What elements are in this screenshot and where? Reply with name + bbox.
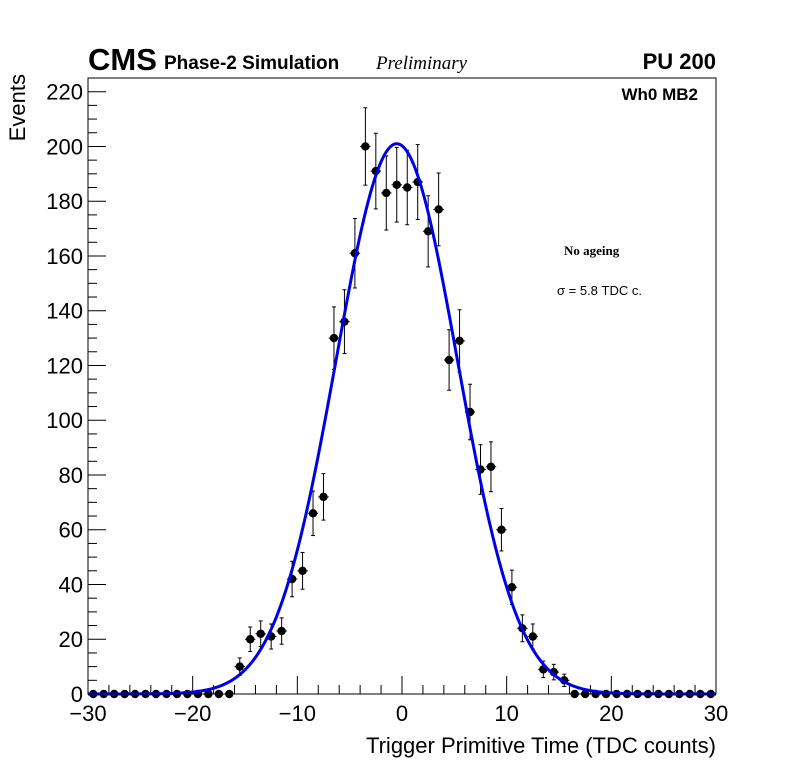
data-point bbox=[256, 629, 265, 638]
sigma-label: σ = 5.8 TDC c. bbox=[557, 283, 642, 298]
data-point bbox=[277, 626, 286, 636]
preliminary-label: Preliminary bbox=[375, 53, 468, 74]
data-point bbox=[486, 462, 496, 471]
data-point bbox=[246, 635, 255, 644]
y-tick-label: 220 bbox=[46, 80, 83, 105]
x-tick-label: −30 bbox=[69, 701, 106, 726]
x-tick-label: 10 bbox=[494, 701, 518, 726]
data-point bbox=[528, 632, 538, 641]
y-tick-label: 140 bbox=[46, 299, 83, 324]
pileup-label: PU 200 bbox=[643, 49, 716, 74]
y-tick-label: 160 bbox=[46, 244, 83, 269]
x-axis-title: Trigger Primitive Time (TDC counts) bbox=[366, 733, 716, 758]
data-point bbox=[423, 227, 433, 236]
data-point bbox=[444, 355, 454, 365]
y-tick-label: 180 bbox=[46, 189, 83, 214]
y-tick-label: 120 bbox=[46, 353, 83, 378]
data-point bbox=[403, 183, 412, 192]
x-tick-label: 0 bbox=[396, 701, 408, 726]
phase2-simulation-label: Phase-2 Simulation bbox=[164, 53, 339, 74]
data-point bbox=[298, 566, 307, 575]
data-point bbox=[507, 583, 517, 592]
cms-label: CMS bbox=[88, 42, 157, 77]
x-tick-label: 30 bbox=[704, 701, 728, 726]
data-point bbox=[434, 205, 443, 214]
tick-labels: −30 −20 −10 0 10 20 30 0 20 40 60 80 100 120 140 160 180… bbox=[46, 80, 728, 726]
plot-frame bbox=[87, 77, 717, 695]
data-point bbox=[329, 333, 339, 343]
data-point bbox=[455, 336, 464, 346]
data-point bbox=[382, 188, 391, 198]
gaussian-fit-curve bbox=[87, 142, 717, 696]
data-point bbox=[392, 180, 401, 189]
y-tick-label: 80 bbox=[59, 463, 83, 488]
chamber-label: Wh0 MB2 bbox=[622, 85, 699, 104]
x-tick-label: −10 bbox=[279, 701, 316, 726]
data-point bbox=[319, 492, 328, 502]
y-tick-label: 0 bbox=[71, 682, 83, 707]
data-point bbox=[497, 525, 506, 534]
y-tick-label: 60 bbox=[59, 518, 83, 543]
ageing-label: No ageing bbox=[564, 243, 620, 258]
data-point bbox=[235, 662, 244, 671]
y-tick-label: 100 bbox=[46, 408, 83, 433]
x-tick-label: 20 bbox=[599, 701, 623, 726]
y-tick-label: 200 bbox=[46, 134, 83, 159]
y-axis-title: Events bbox=[5, 74, 30, 141]
data-point bbox=[308, 509, 318, 518]
data-point bbox=[361, 142, 370, 151]
x-tick-label: −20 bbox=[174, 701, 211, 726]
y-tick-label: 40 bbox=[59, 572, 83, 597]
y-tick-label: 20 bbox=[59, 627, 83, 652]
